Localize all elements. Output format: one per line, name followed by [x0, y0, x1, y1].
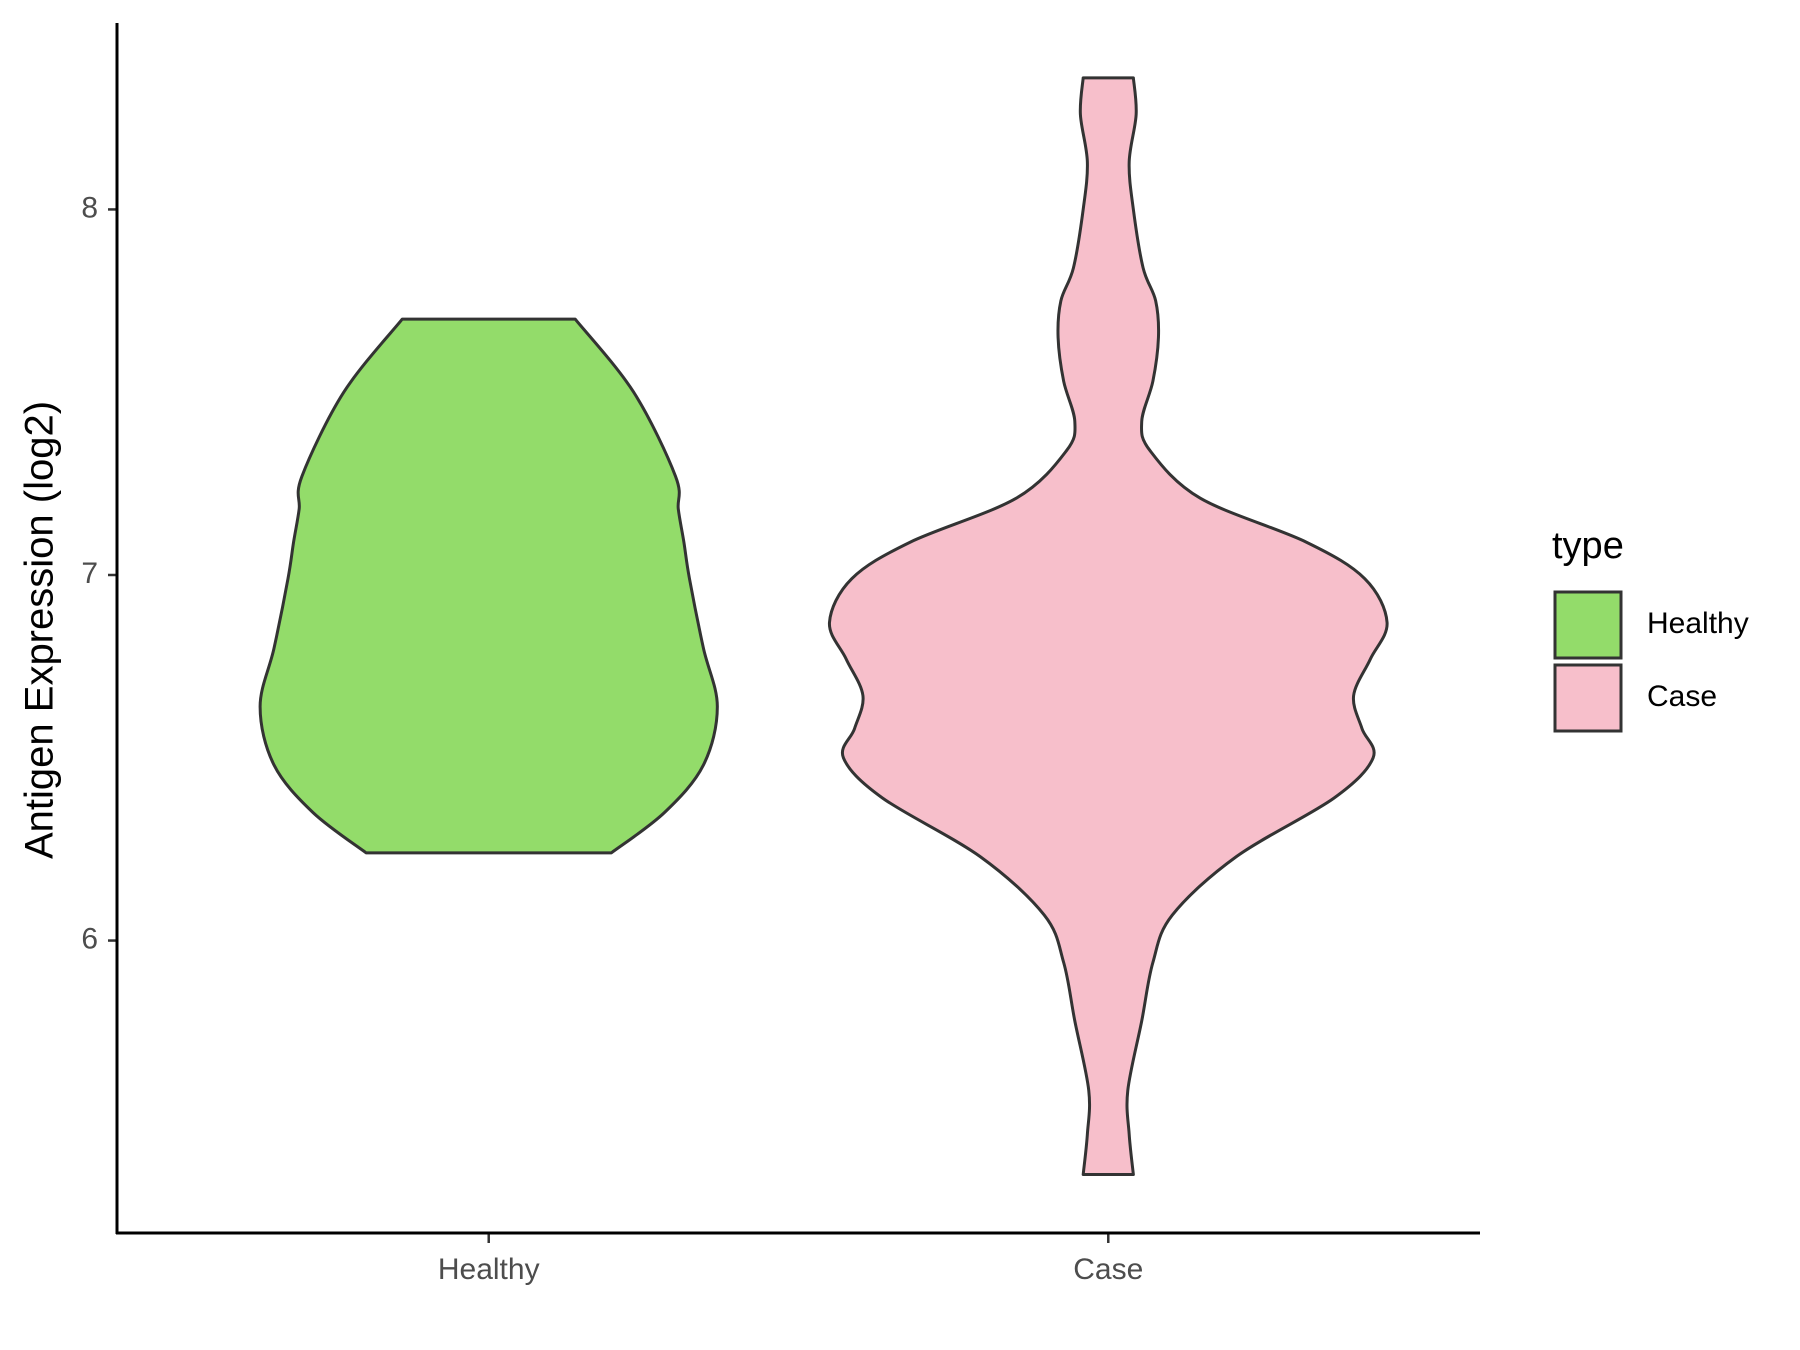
legend-key — [1553, 590, 1623, 660]
legend-key — [1553, 663, 1623, 733]
x-tick-label: Case — [1073, 1253, 1143, 1286]
violin — [827, 76, 1389, 1177]
y-axis-title: Antigen Expression (log2) — [18, 401, 62, 859]
legend-label: Healthy — [1647, 607, 1749, 640]
y-tick-label: 8 — [81, 191, 98, 224]
legend-title: type — [1552, 525, 1624, 567]
legend-label: Case — [1647, 680, 1717, 713]
x-tick-label: Healthy — [438, 1253, 540, 1286]
y-tick-label: 7 — [81, 557, 98, 590]
violin — [258, 317, 719, 855]
y-tick-label: 6 — [81, 922, 98, 955]
